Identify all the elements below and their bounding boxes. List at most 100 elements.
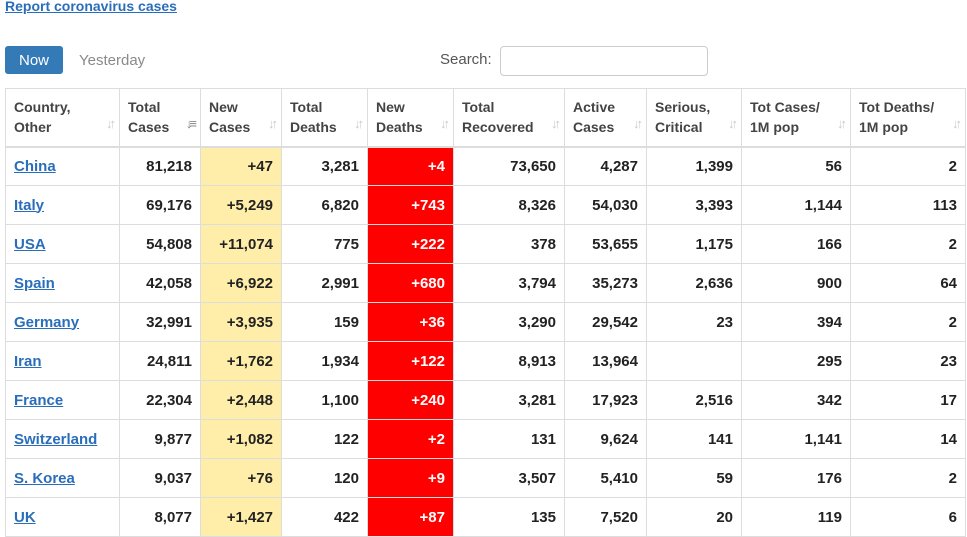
country-link[interactable]: Spain xyxy=(14,274,55,292)
cell-active-cases: 13,964 xyxy=(564,341,647,381)
cell-tot-deaths-per-1m: 2 xyxy=(850,146,966,186)
sort-desc-icon[interactable]: ↓≡ xyxy=(185,115,197,131)
country-link[interactable]: Italy xyxy=(14,196,45,214)
cell-new-deaths: +122 xyxy=(367,341,454,381)
cell-tot-deaths-per-1m: 14 xyxy=(850,419,966,459)
cell-total-cases: 9,037 xyxy=(119,458,201,498)
cell-total-deaths: 122 xyxy=(281,419,368,459)
report-cases-link[interactable]: Report coronavirus cases xyxy=(5,0,177,14)
header-total-recovered[interactable]: Total Recovered ↓↑ xyxy=(453,88,565,147)
header-label-line2: Cases xyxy=(209,119,251,136)
cell-total-cases: 32,991 xyxy=(119,302,201,342)
table-row: Italy 69,176 +5,249 6,820 +743 8,326 54,030 3,3… xyxy=(5,185,966,225)
header-label-line1: Total xyxy=(128,99,161,116)
tab-now[interactable]: Now xyxy=(5,46,63,74)
country-link[interactable]: Iran xyxy=(14,352,42,370)
country-link[interactable]: S. Korea xyxy=(14,469,75,487)
cell-new-cases: +6,922 xyxy=(200,263,282,303)
table-row: Germany 32,991 +3,935 159 +36 3,290 29,542 23 39… xyxy=(5,302,966,342)
header-label-line1: Country, xyxy=(14,99,71,116)
cell-total-recovered: 3,281 xyxy=(453,380,565,420)
cell-tot-deaths-per-1m: 17 xyxy=(850,380,966,420)
sort-icon[interactable]: ↓↑ xyxy=(354,115,364,131)
cell-country: S. Korea xyxy=(5,458,120,498)
header-label-line2: Deaths xyxy=(290,119,337,136)
sort-icon[interactable]: ↓↑ xyxy=(551,115,561,131)
cell-new-deaths: +9 xyxy=(367,458,454,498)
sort-icon[interactable]: ↓↑ xyxy=(440,115,450,131)
cell-country: USA xyxy=(5,224,120,264)
cell-active-cases: 54,030 xyxy=(564,185,647,225)
header-total-deaths[interactable]: Total Deaths ↓↑ xyxy=(281,88,368,147)
sort-icon[interactable]: ↓↑ xyxy=(633,115,643,131)
header-label-line1: Total xyxy=(290,99,323,116)
cell-tot-cases-per-1m: 342 xyxy=(741,380,851,420)
country-link[interactable]: Switzerland xyxy=(14,430,98,448)
cell-new-deaths: +743 xyxy=(367,185,454,225)
cell-tot-cases-per-1m: 176 xyxy=(741,458,851,498)
cell-total-deaths: 3,281 xyxy=(281,146,368,186)
cell-new-cases: +1,082 xyxy=(200,419,282,459)
cell-new-cases: +1,427 xyxy=(200,497,282,537)
cell-total-cases: 9,877 xyxy=(119,419,201,459)
cell-new-cases: +47 xyxy=(200,146,282,186)
cell-tot-deaths-per-1m: 2 xyxy=(850,302,966,342)
cell-tot-cases-per-1m: 900 xyxy=(741,263,851,303)
header-active-cases[interactable]: Active Cases ↓↑ xyxy=(564,88,647,147)
country-link[interactable]: China xyxy=(14,157,56,175)
header-new-deaths[interactable]: New Deaths ↓↑ xyxy=(367,88,454,147)
header-tot-cases-per-1m[interactable]: Tot Cases/1M pop ↓↑ xyxy=(741,88,851,147)
cell-total-cases: 69,176 xyxy=(119,185,201,225)
header-label-line1: Tot Deaths/ xyxy=(859,99,935,116)
table-row: USA 54,808 +11,074 775 +222 378 53,655 1,175 166… xyxy=(5,224,966,264)
cell-tot-cases-per-1m: 1,144 xyxy=(741,185,851,225)
search-input[interactable] xyxy=(500,46,708,76)
table-row: Spain 42,058 +6,922 2,991 +680 3,794 35,273 2,6… xyxy=(5,263,966,303)
table-body: China 81,218 +47 3,281 +4 73,650 4,287 1,399 56 2… xyxy=(5,146,966,537)
cell-total-deaths: 6,820 xyxy=(281,185,368,225)
country-link[interactable]: Germany xyxy=(14,313,80,331)
country-link[interactable]: UK xyxy=(14,508,36,526)
cell-active-cases: 4,287 xyxy=(564,146,647,186)
header-label-line2: Critical xyxy=(655,119,703,136)
header-total-cases[interactable]: Total Cases ↓≡ xyxy=(119,88,201,147)
tab-yesterday[interactable]: Yesterday xyxy=(79,51,146,69)
cell-active-cases: 9,624 xyxy=(564,419,647,459)
header-label-line1: Tot Cases/ xyxy=(750,99,820,116)
header-label-line1: Total xyxy=(462,99,495,116)
cell-total-cases: 24,811 xyxy=(119,341,201,381)
cell-tot-cases-per-1m: 295 xyxy=(741,341,851,381)
cell-new-deaths: +4 xyxy=(367,146,454,186)
cell-country: Italy xyxy=(5,185,120,225)
cell-new-cases: +3,935 xyxy=(200,302,282,342)
sort-icon[interactable]: ↓↑ xyxy=(952,115,962,131)
country-link[interactable]: France xyxy=(14,391,64,409)
header-label-line2: 1M pop xyxy=(750,119,799,136)
country-link[interactable]: USA xyxy=(14,235,46,253)
sort-icon[interactable]: ↓↑ xyxy=(837,115,847,131)
cell-country: China xyxy=(5,146,120,186)
header-label-line2: Recovered xyxy=(462,119,534,136)
cell-new-deaths: +240 xyxy=(367,380,454,420)
cell-new-deaths: +222 xyxy=(367,224,454,264)
header-label-line2: Cases xyxy=(128,119,170,136)
cell-active-cases: 7,520 xyxy=(564,497,647,537)
cell-new-deaths: +36 xyxy=(367,302,454,342)
cell-total-recovered: 8,326 xyxy=(453,185,565,225)
header-new-cases[interactable]: New Cases ↓↑ xyxy=(200,88,282,147)
cell-serious-critical: 23 xyxy=(646,302,742,342)
sort-icon[interactable]: ↓↑ xyxy=(268,115,278,131)
cell-serious-critical: 1,175 xyxy=(646,224,742,264)
header-tot-deaths-per-1m[interactable]: Tot Deaths/1M pop ↓↑ xyxy=(850,88,966,147)
cell-tot-deaths-per-1m: 6 xyxy=(850,497,966,537)
table-row: UK 8,077 +1,427 422 +87 135 7,520 20 119 6 xyxy=(5,497,966,537)
cell-active-cases: 5,410 xyxy=(564,458,647,498)
cell-country: Switzerland xyxy=(5,419,120,459)
header-serious-critical[interactable]: Serious, Critical ↓↑ xyxy=(646,88,742,147)
header-label-line1: Serious, xyxy=(655,99,711,116)
cell-new-cases: +11,074 xyxy=(200,224,282,264)
cell-total-recovered: 3,290 xyxy=(453,302,565,342)
sort-icon[interactable]: ↓↑ xyxy=(728,115,738,131)
header-country[interactable]: Country, Other ↓↑ xyxy=(5,88,120,147)
sort-icon[interactable]: ↓↑ xyxy=(106,115,116,131)
